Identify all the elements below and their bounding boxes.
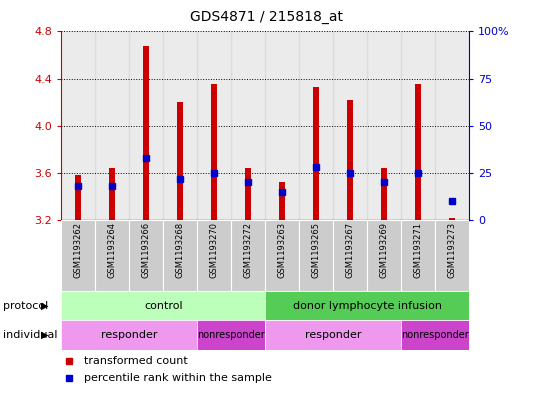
Bar xyxy=(61,291,265,320)
Bar xyxy=(95,220,129,291)
Bar xyxy=(449,218,455,220)
Bar xyxy=(265,320,401,350)
Bar xyxy=(279,182,285,220)
Bar xyxy=(299,31,333,220)
Text: individual: individual xyxy=(3,330,57,340)
Bar xyxy=(143,46,149,220)
Text: percentile rank within the sample: percentile rank within the sample xyxy=(84,373,272,383)
Bar xyxy=(299,220,333,291)
Bar xyxy=(265,31,299,220)
Text: ▶: ▶ xyxy=(41,301,48,310)
Bar xyxy=(265,220,299,291)
Bar xyxy=(415,84,421,220)
Bar xyxy=(163,220,197,291)
Text: GSM1193268: GSM1193268 xyxy=(176,222,185,278)
Text: GSM1193262: GSM1193262 xyxy=(74,222,83,278)
Bar xyxy=(347,100,353,220)
Bar xyxy=(313,87,319,220)
Bar xyxy=(211,84,217,220)
Bar xyxy=(401,320,469,350)
Text: protocol: protocol xyxy=(3,301,48,310)
Bar xyxy=(245,168,251,220)
Bar xyxy=(197,220,231,291)
Text: responder: responder xyxy=(101,330,158,340)
Text: GSM1193270: GSM1193270 xyxy=(209,222,219,278)
Bar xyxy=(109,168,115,220)
Bar xyxy=(435,220,469,291)
Text: GSM1193263: GSM1193263 xyxy=(278,222,287,278)
Text: ▶: ▶ xyxy=(41,330,48,340)
Bar xyxy=(367,31,401,220)
Bar xyxy=(177,102,183,220)
Bar xyxy=(129,220,163,291)
Bar xyxy=(367,220,401,291)
Text: nonresponder: nonresponder xyxy=(401,330,469,340)
Text: GDS4871 / 215818_at: GDS4871 / 215818_at xyxy=(190,10,343,24)
Bar xyxy=(231,31,265,220)
Bar xyxy=(333,220,367,291)
Bar xyxy=(401,31,435,220)
Text: GSM1193267: GSM1193267 xyxy=(345,222,354,278)
Text: transformed count: transformed count xyxy=(84,356,188,366)
Bar xyxy=(95,31,129,220)
Bar xyxy=(435,31,469,220)
Text: GSM1193271: GSM1193271 xyxy=(414,222,423,278)
Text: control: control xyxy=(144,301,182,310)
Bar xyxy=(197,320,265,350)
Bar xyxy=(129,31,163,220)
Bar xyxy=(61,220,95,291)
Text: responder: responder xyxy=(305,330,361,340)
Text: GSM1193264: GSM1193264 xyxy=(108,222,117,278)
Text: GSM1193273: GSM1193273 xyxy=(448,222,457,278)
Bar xyxy=(61,320,197,350)
Bar xyxy=(401,220,435,291)
Text: GSM1193269: GSM1193269 xyxy=(379,222,389,278)
Bar xyxy=(231,220,265,291)
Text: nonresponder: nonresponder xyxy=(197,330,265,340)
Bar xyxy=(265,291,469,320)
Bar xyxy=(61,31,95,220)
Bar xyxy=(381,168,387,220)
Text: GSM1193266: GSM1193266 xyxy=(142,222,151,278)
Text: GSM1193272: GSM1193272 xyxy=(244,222,253,278)
Text: GSM1193265: GSM1193265 xyxy=(312,222,321,278)
Bar xyxy=(163,31,197,220)
Bar xyxy=(197,31,231,220)
Text: donor lymphocyte infusion: donor lymphocyte infusion xyxy=(293,301,442,310)
Bar xyxy=(333,31,367,220)
Bar xyxy=(75,175,82,220)
